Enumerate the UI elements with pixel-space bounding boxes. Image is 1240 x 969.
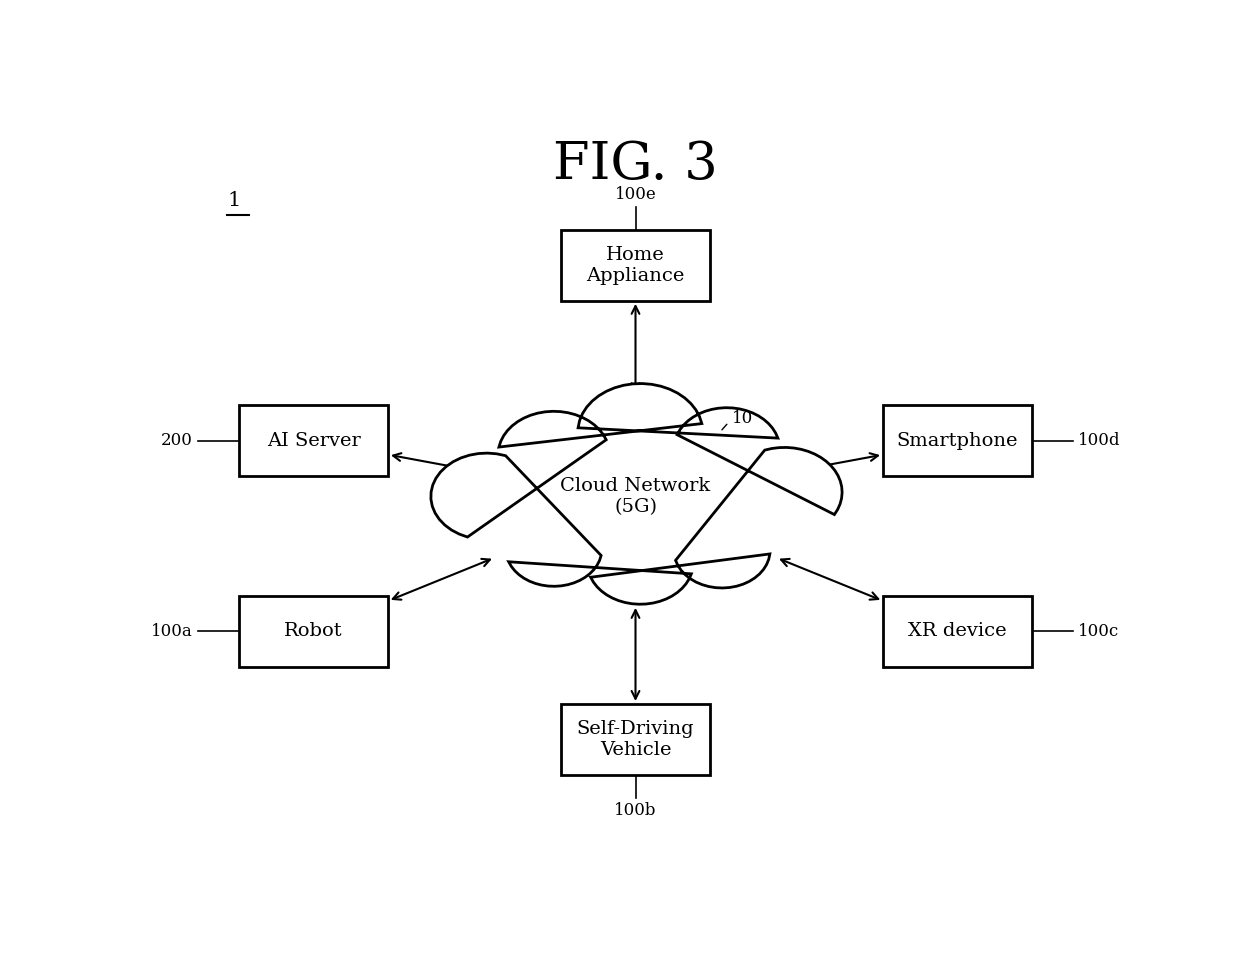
Text: FIG. 3: FIG. 3 <box>553 140 718 190</box>
Text: Robot: Robot <box>284 622 343 641</box>
PathPatch shape <box>432 384 842 605</box>
Text: 100a: 100a <box>151 623 193 640</box>
Text: 200: 200 <box>161 432 193 450</box>
Text: AI Server: AI Server <box>267 432 361 450</box>
Text: 10: 10 <box>732 410 753 427</box>
Text: XR device: XR device <box>908 622 1007 641</box>
Text: 1: 1 <box>227 191 241 209</box>
Text: Home
Appliance: Home Appliance <box>587 246 684 285</box>
FancyBboxPatch shape <box>560 230 711 301</box>
Text: Self-Driving
Vehicle: Self-Driving Vehicle <box>577 720 694 759</box>
FancyBboxPatch shape <box>239 596 388 667</box>
FancyBboxPatch shape <box>883 596 1032 667</box>
Text: 100b: 100b <box>614 801 657 819</box>
FancyBboxPatch shape <box>883 405 1032 477</box>
Text: Cloud Network
(5G): Cloud Network (5G) <box>560 478 711 516</box>
FancyBboxPatch shape <box>560 703 711 775</box>
Text: 100c: 100c <box>1078 623 1120 640</box>
Text: Smartphone: Smartphone <box>897 432 1018 450</box>
FancyBboxPatch shape <box>239 405 388 477</box>
Text: 100e: 100e <box>615 186 656 203</box>
Text: 100d: 100d <box>1078 432 1121 450</box>
